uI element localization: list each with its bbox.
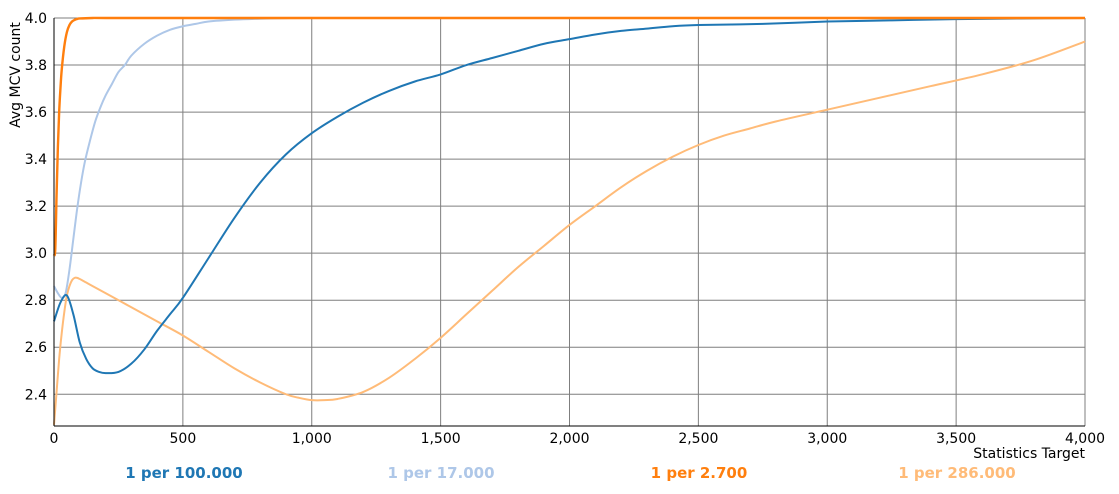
series-line-1-per-2-700 [52,16,1085,257]
x-tick-label: 0 [50,431,59,447]
y-tick-label: 3.8 [25,58,47,74]
legend-item: 1 per 17.000 [387,464,494,482]
x-tick-label: 500 [170,431,197,447]
x-tick-label: 1,500 [421,431,461,447]
x-tick-label: 3,000 [807,431,847,447]
legend-item: 1 per 286.000 [898,464,1016,482]
x-tick-label: 3,500 [936,431,976,447]
legend: 1 per 100.000 1 per 17.000 1 per 2.700 1 pe… [125,464,1016,482]
y-tick-label: 4.0 [25,11,47,27]
x-tick-label: 2,500 [678,431,718,447]
y-tick-label: 2.8 [25,293,47,309]
y-tick-label: 2.6 [25,340,47,356]
y-tick-label: 3.2 [25,199,47,215]
y-tick-label: 3.4 [25,152,47,168]
y-tick-label: 2.4 [25,387,47,403]
x-tick-label: 2,000 [549,431,589,447]
x-tick-label: 4,000 [1065,431,1105,447]
x-tick-label: 1,000 [292,431,332,447]
y-axis-title: Avg MCV count [8,22,24,128]
axes: 0 500 1,000 1,500 2,000 2,500 3,000 3,500 4,000 2… [25,11,1105,447]
legend-item: 1 per 2.700 [651,464,748,482]
series-layer [52,16,1086,425]
legend-item: 1 per 100.000 [125,464,243,482]
series-line-1-per-286-000 [53,40,1086,425]
series-line-1-per-100-000 [53,17,1086,375]
x-axis-title: Statistics Target [973,446,1085,462]
y-tick-label: 3.0 [25,246,47,262]
y-tick-label: 3.6 [25,105,47,121]
